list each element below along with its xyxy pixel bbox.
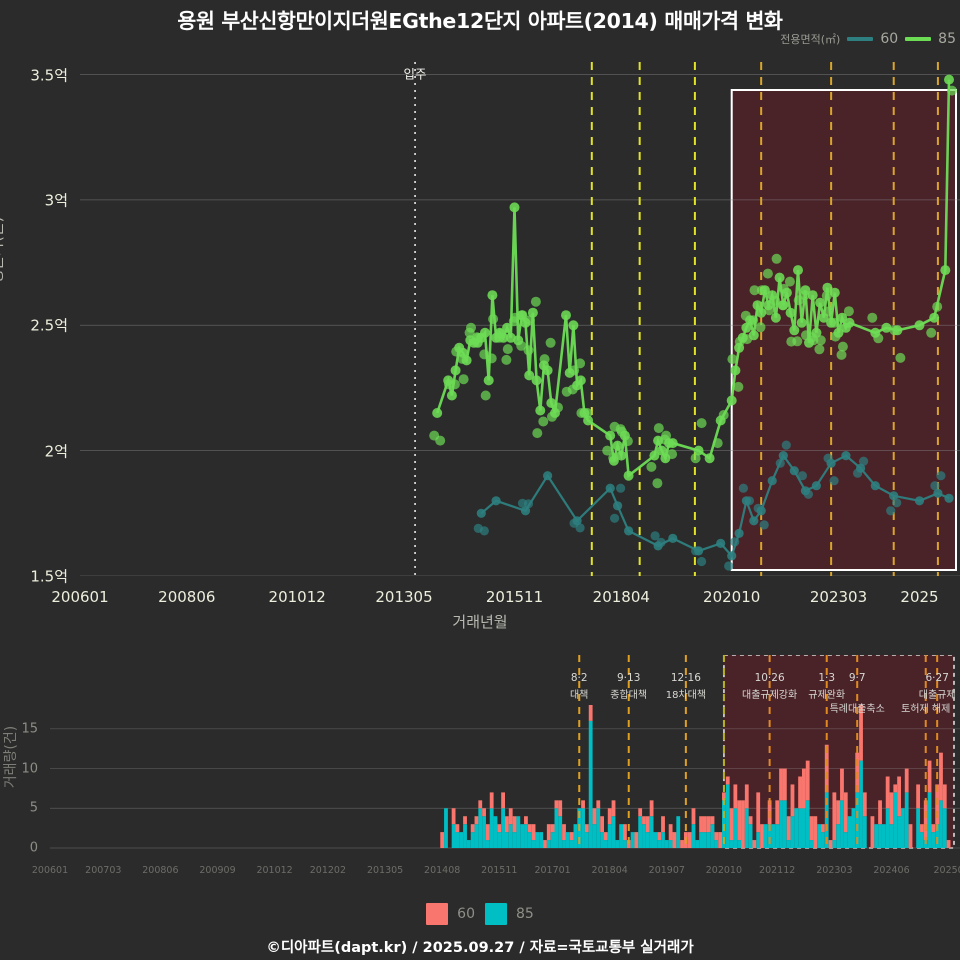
price-x-tick: 2025: [900, 588, 939, 606]
policy-annotation-label: 특례대출축소: [829, 704, 885, 715]
volume-y-tick: 5: [29, 800, 38, 816]
volume-legend-item-60: 60: [426, 903, 475, 925]
legend-label-85: 85: [938, 31, 956, 47]
policy-annotation-date: 9·13: [616, 672, 641, 684]
price-y-tick: 1.5억: [30, 567, 68, 586]
volume-x-tick: 201305: [366, 865, 404, 876]
price-y-tick: 2억: [44, 442, 68, 461]
policy-annotation-label: 대책: [569, 690, 589, 701]
price-x-tick: 200601: [51, 588, 109, 606]
volume-y-axis: 0 5 10 15: [0, 655, 44, 860]
legend-label-60: 60: [880, 31, 899, 47]
svg-text:입주: 입주: [404, 67, 427, 82]
volume-x-tick: 201012: [256, 865, 293, 876]
volume-x-tick: 202303: [816, 865, 853, 876]
policy-annotation-label: 규제완화: [808, 690, 846, 701]
volume-x-tick: 201804: [591, 865, 628, 876]
footer-credit: ©디아파트(dapt.kr) / 2025.09.27 / 자료=국토교통부 실…: [266, 940, 694, 956]
volume-x-tick: 20250: [933, 865, 960, 876]
volume-x-tick: 202010: [705, 865, 743, 876]
policy-annotation-label: 18차대책: [665, 690, 707, 701]
policy-annotation-date: 9·7: [848, 672, 866, 684]
price-x-tick: 200806: [158, 588, 216, 606]
policy-annotation-label: 종합대책: [610, 690, 648, 701]
price-y-tick: 3억: [44, 191, 68, 210]
volume-legend-label-85: 85: [516, 906, 534, 922]
price-x-axis: 200601 200806 201012 201305 201511 201804 2020…: [0, 586, 960, 610]
price-y-tick: 2.5억: [30, 316, 68, 335]
volume-chart: [50, 655, 960, 860]
volume-swatch-60: [426, 903, 449, 925]
legend-swatch-60: [847, 37, 874, 41]
volume-x-tick: 201701: [534, 865, 571, 876]
legend-swatch-85: [905, 37, 932, 41]
area-legend: 전용면적(㎡) 60 85: [780, 31, 956, 47]
price-y-axis: 1.5억 2억 2.5억 3억 3.5억: [0, 62, 74, 585]
price-x-tick: 202010: [703, 588, 761, 606]
policy-annotation-date: 1·3: [818, 672, 836, 684]
page-title: 용원 부산신항만이지더원EGthe12단지 아파트(2014) 매매가격 변화: [177, 9, 783, 33]
policy-annotation-label: 대출규제: [918, 690, 956, 701]
policy-annotation-date: 8·2: [570, 672, 588, 684]
price-chart: 입주: [80, 62, 960, 576]
policy-annotation-date: 10·26: [754, 672, 785, 684]
price-x-tick: 201511: [485, 588, 544, 606]
price-y-axis-label: 평균가(원): [0, 216, 6, 284]
volume-y-axis-label: 거래량(건): [3, 725, 19, 789]
volume-x-tick: 200601: [31, 865, 69, 876]
price-x-tick: 201012: [268, 588, 326, 606]
volume-x-tick: 200806: [142, 865, 179, 876]
volume-x-tick: 200703: [85, 865, 122, 876]
volume-y-tick: 0: [29, 840, 38, 856]
volume-legend-label-60: 60: [457, 906, 475, 922]
volume-y-tick: 10: [21, 761, 38, 777]
policy-annotation-date: 6·27: [925, 672, 949, 684]
volume-x-tick: 201511: [481, 865, 518, 876]
price-y-tick: 3.5억: [30, 66, 68, 85]
volume-legend-item-85: 85: [485, 903, 534, 925]
price-x-tick: 201305: [375, 588, 433, 606]
area-legend-title: 전용면적(㎡): [780, 33, 841, 46]
volume-x-tick: 201907: [648, 865, 685, 876]
price-x-tick: 202303: [809, 588, 868, 606]
volume-x-tick: 202406: [873, 865, 910, 876]
policy-annotation-label: 대출규제강화: [741, 690, 798, 701]
price-x-axis-label: 거래년월: [452, 613, 508, 631]
volume-x-tick: 200909: [199, 865, 236, 876]
price-x-tick: 201804: [592, 588, 650, 606]
policy-annotation-label: 토허제 해제: [901, 704, 951, 715]
volume-x-tick: 201202: [309, 865, 347, 876]
volume-legend: 60 85: [0, 903, 960, 925]
policy-annotation-date: 12·16: [670, 672, 701, 684]
volume-swatch-85: [485, 903, 507, 925]
volume-x-tick: 202112: [759, 865, 796, 876]
volume-y-tick: 15: [21, 721, 38, 737]
volume-x-tick: 201408: [424, 865, 461, 876]
volume-x-axis: 200601 200703 200806 200909 201012 201202 2013…: [0, 865, 960, 883]
